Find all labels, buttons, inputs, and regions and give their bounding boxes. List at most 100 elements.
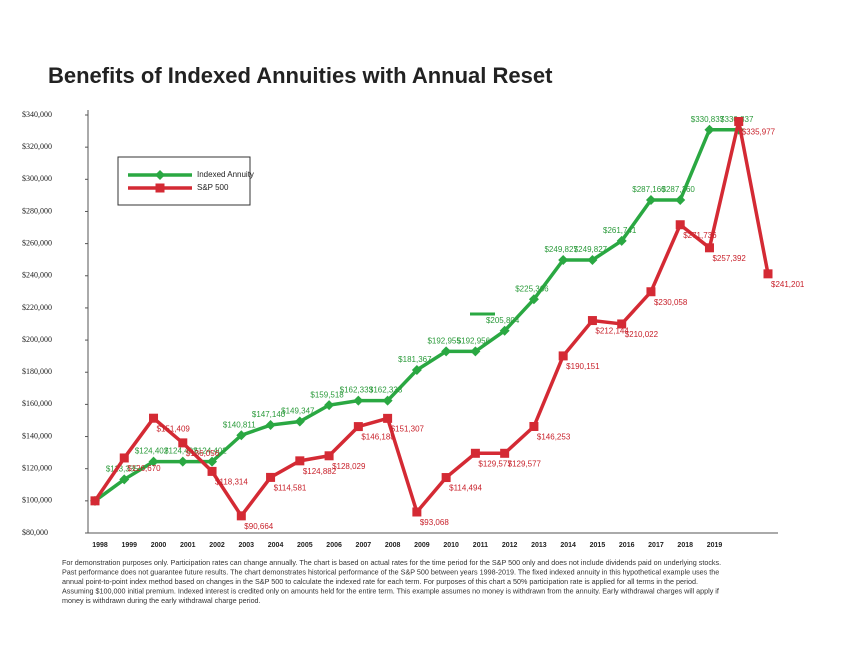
legend-marker — [155, 183, 165, 193]
data-point — [675, 194, 686, 205]
data-label: $114,581 — [274, 484, 307, 493]
data-label: $190,151 — [566, 362, 600, 371]
x-tick-label: 2001 — [180, 542, 196, 549]
x-tick-label: 2011 — [473, 542, 488, 549]
data-point — [207, 456, 218, 467]
data-point — [734, 116, 744, 126]
data-label: $335,977 — [742, 128, 776, 137]
data-point — [616, 235, 627, 246]
data-point — [119, 453, 129, 463]
data-label: $124,882 — [303, 467, 337, 476]
data-point — [587, 254, 598, 265]
data-point — [763, 269, 773, 279]
data-point — [558, 254, 569, 265]
data-point — [177, 456, 188, 467]
x-tick-label: 2000 — [151, 542, 167, 549]
y-tick-label: $320,000 — [22, 142, 52, 151]
data-point — [324, 400, 335, 411]
y-tick-label: $220,000 — [22, 303, 52, 312]
legend-marker — [155, 170, 165, 180]
data-point — [441, 346, 452, 357]
footnote: Assuming $100,000 initial premium. Index… — [62, 586, 719, 595]
legend-label: S&P 500 — [197, 183, 229, 192]
data-point — [441, 473, 451, 483]
data-point — [149, 413, 159, 423]
y-tick-label: $300,000 — [22, 174, 52, 183]
data-label: $146,188 — [361, 433, 395, 442]
y-tick-label: $240,000 — [22, 271, 52, 280]
y-tick-label: $200,000 — [22, 335, 52, 344]
x-tick-label: 2006 — [326, 542, 342, 549]
y-tick-label: $260,000 — [22, 238, 52, 247]
y-tick-label: $180,000 — [22, 367, 52, 376]
data-label: $124,402 — [193, 447, 227, 456]
data-point — [382, 395, 393, 406]
x-tick-label: 2013 — [531, 542, 547, 549]
chart-title: Benefits of Indexed Annuities with Annua… — [48, 63, 553, 88]
data-label: $249,827 — [574, 245, 608, 254]
data-point — [529, 421, 539, 431]
legend-label: Indexed Annuity — [197, 170, 254, 179]
data-label: $249,827 — [544, 245, 578, 254]
data-point — [119, 474, 130, 485]
data-label: $140,811 — [223, 420, 256, 429]
data-label: $128,029 — [332, 462, 366, 471]
data-point — [500, 448, 510, 458]
x-tick-label: 2005 — [297, 542, 313, 549]
data-point — [207, 466, 217, 476]
data-label: $129,577 — [478, 459, 512, 468]
data-label: $330,837 — [691, 115, 725, 124]
data-point — [704, 243, 714, 253]
data-point — [294, 416, 305, 427]
footnote: annual point-to-point index method based… — [62, 577, 698, 586]
y-tick-label: $120,000 — [22, 464, 52, 473]
data-label: $192,956 — [457, 337, 491, 346]
data-label: $114,494 — [449, 484, 482, 493]
x-tick-label: 2009 — [414, 542, 430, 549]
data-point — [236, 430, 247, 441]
legend-box — [117, 156, 251, 206]
data-label: $93,068 — [420, 518, 449, 527]
data-label: $151,409 — [157, 424, 191, 433]
data-point — [178, 438, 188, 448]
data-label: $212,144 — [595, 327, 629, 336]
data-point — [704, 124, 715, 135]
x-tick-label: 2015 — [590, 542, 606, 549]
data-point — [411, 365, 422, 376]
data-label: $181,367 — [398, 355, 432, 364]
data-point — [617, 319, 627, 329]
data-point — [383, 413, 393, 423]
data-label: $147,140 — [252, 410, 286, 419]
y-tick-label: $140,000 — [22, 431, 52, 440]
x-tick-label: 2003 — [239, 542, 255, 549]
x-tick-label: 2016 — [619, 542, 635, 549]
data-label: $118,314 — [215, 478, 248, 487]
data-point — [265, 420, 276, 431]
data-label: $287,160 — [662, 185, 696, 194]
data-label: $159,518 — [310, 390, 344, 399]
y-tick-label: $160,000 — [22, 399, 52, 408]
x-tick-label: 2014 — [560, 542, 576, 549]
data-point — [295, 456, 305, 466]
data-point — [675, 220, 685, 230]
data-point — [148, 456, 159, 467]
x-tick-label: 2008 — [385, 542, 401, 549]
x-tick-label: 2010 — [443, 542, 459, 549]
data-label: $162,333 — [340, 386, 374, 395]
footnote: For demonstration purposes only. Partici… — [62, 558, 721, 567]
data-label: $126,670 — [127, 464, 161, 473]
data-label: $162,333 — [369, 386, 403, 395]
x-tick-label: 1999 — [121, 542, 137, 549]
data-label: $113,335 — [106, 465, 139, 474]
data-label: $257,392 — [712, 254, 746, 263]
data-label: $124,402 — [164, 447, 198, 456]
data-label: $205,804 — [486, 316, 520, 325]
data-point — [266, 472, 276, 482]
footnote: money is withdrawn during the early with… — [62, 596, 261, 605]
data-label: $287,160 — [632, 185, 666, 194]
data-label: $151,307 — [391, 424, 425, 433]
data-point — [236, 511, 246, 521]
x-tick-label: 2019 — [707, 542, 723, 549]
y-tick-label: $80,000 — [22, 528, 48, 537]
x-tick-label: 2004 — [268, 542, 284, 549]
